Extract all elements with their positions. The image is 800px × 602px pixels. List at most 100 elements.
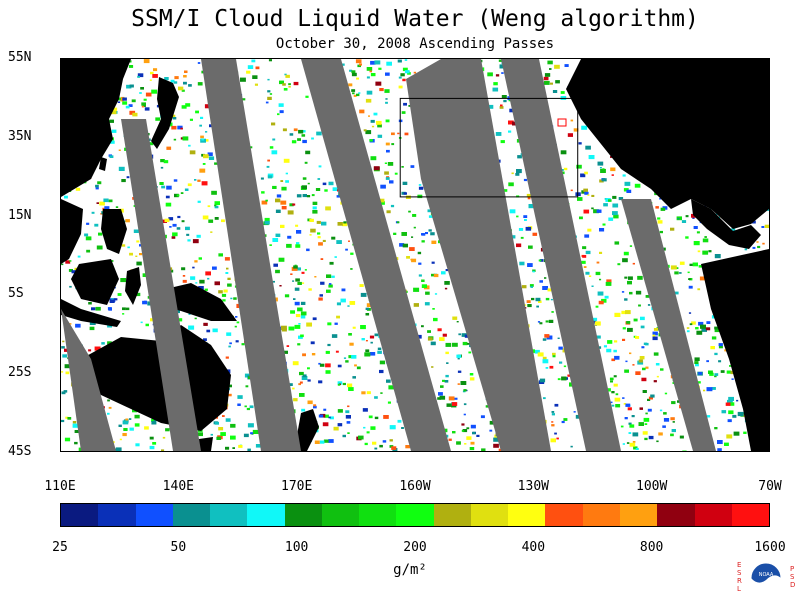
colorbar-swatch: [471, 504, 508, 526]
cloud-pixel: [145, 107, 150, 110]
cloud-pixel: [351, 70, 355, 73]
cloud-pixel: [710, 346, 715, 349]
cloud-pixel: [449, 439, 452, 441]
cloud-pixel: [687, 330, 690, 332]
cloud-pixel: [227, 278, 230, 280]
cloud-pixel: [372, 126, 374, 128]
cloud-pixel: [624, 298, 627, 300]
cloud-pixel: [62, 391, 66, 394]
cloud-pixel: [352, 73, 357, 76]
cloud-pixel: [279, 285, 281, 287]
cloud-pixel: [302, 282, 304, 284]
cloud-pixel: [267, 166, 270, 168]
cloud-pixel: [97, 202, 100, 204]
cloud-pixel: [144, 59, 150, 63]
cloud-pixel: [343, 221, 346, 223]
cloud-pixel: [703, 390, 705, 392]
cloud-pixel: [122, 101, 127, 104]
cloud-pixel: [368, 115, 370, 116]
cloud-pixel: [391, 205, 394, 207]
cloud-pixel: [702, 251, 708, 255]
cloud-pixel: [184, 71, 188, 74]
cloud-pixel: [544, 277, 546, 279]
cloud-pixel: [315, 441, 320, 445]
cloud-pixel: [643, 390, 647, 393]
cloud-pixel: [682, 451, 686, 452]
cloud-pixel: [637, 276, 643, 280]
cloud-pixel: [568, 133, 573, 137]
cloud-pixel: [375, 417, 379, 419]
cloud-pixel: [623, 174, 626, 176]
cloud-pixel: [116, 206, 118, 208]
cloud-pixel: [624, 370, 629, 373]
land-japan: [151, 77, 179, 149]
cloud-pixel: [365, 443, 368, 445]
cloud-pixel: [174, 179, 178, 181]
cloud-pixel: [190, 119, 193, 121]
cloud-pixel: [286, 244, 292, 248]
cloud-pixel: [295, 302, 300, 306]
cloud-pixel: [329, 283, 332, 285]
cloud-pixel: [363, 408, 368, 412]
cloud-pixel: [700, 325, 706, 329]
cloud-pixel: [551, 424, 554, 426]
cloud-pixel: [293, 298, 296, 300]
cloud-pixel: [687, 327, 690, 329]
cloud-pixel: [654, 380, 657, 382]
lat-label: 5S: [8, 286, 52, 301]
cloud-pixel: [326, 351, 330, 354]
cloud-pixel: [714, 427, 717, 429]
cloud-pixel: [347, 421, 351, 424]
cloud-pixel: [544, 334, 549, 338]
cloud-pixel: [120, 278, 126, 282]
cloud-pixel: [527, 263, 533, 267]
cloud-pixel: [546, 298, 550, 300]
cloud-pixel: [405, 59, 408, 61]
cloud-pixel: [150, 437, 154, 440]
cloud-pixel: [338, 222, 343, 226]
cloud-pixel: [183, 136, 189, 140]
cloud-pixel: [422, 284, 427, 288]
cloud-pixel: [367, 91, 373, 95]
cloud-pixel: [319, 415, 323, 418]
cloud-pixel: [119, 167, 125, 171]
cloud-pixel: [385, 98, 387, 100]
cloud-pixel: [584, 234, 589, 237]
cloud-pixel: [386, 177, 390, 180]
cloud-pixel: [225, 447, 229, 450]
cloud-pixel: [362, 338, 365, 340]
cloud-pixel: [462, 430, 465, 432]
cloud-pixel: [732, 415, 736, 418]
cloud-pixel: [201, 139, 204, 141]
cloud-pixel: [757, 246, 760, 248]
cloud-pixel: [366, 313, 370, 316]
cloud-pixel: [698, 250, 701, 252]
cloud-pixel: [429, 229, 432, 231]
cloud-pixel: [446, 343, 452, 347]
cloud-pixel: [112, 130, 117, 133]
cloud-pixel: [367, 76, 370, 78]
cloud-pixel: [441, 271, 446, 274]
cloud-pixel: [126, 106, 130, 109]
cloud-pixel: [256, 67, 260, 70]
cloud-pixel: [629, 432, 632, 434]
colorbar-label: 50: [138, 540, 218, 555]
cloud-pixel: [712, 336, 716, 339]
cloud-pixel: [313, 202, 318, 205]
cloud-pixel: [470, 377, 475, 380]
cloud-pixel: [543, 359, 549, 363]
cloud-pixel: [587, 229, 591, 232]
cloud-pixel: [413, 288, 419, 292]
cloud-pixel: [205, 271, 211, 275]
cloud-pixel: [624, 277, 627, 279]
cloud-pixel: [96, 307, 101, 311]
cloud-pixel: [151, 421, 156, 425]
cloud-pixel: [197, 235, 201, 238]
cloud-pixel: [611, 391, 614, 393]
cloud-pixel: [435, 293, 437, 295]
cloud-pixel: [406, 256, 410, 259]
cloud-pixel: [193, 239, 199, 243]
cloud-pixel: [636, 291, 641, 295]
cloud-pixel: [405, 70, 410, 73]
cloud-pixel: [269, 244, 272, 246]
